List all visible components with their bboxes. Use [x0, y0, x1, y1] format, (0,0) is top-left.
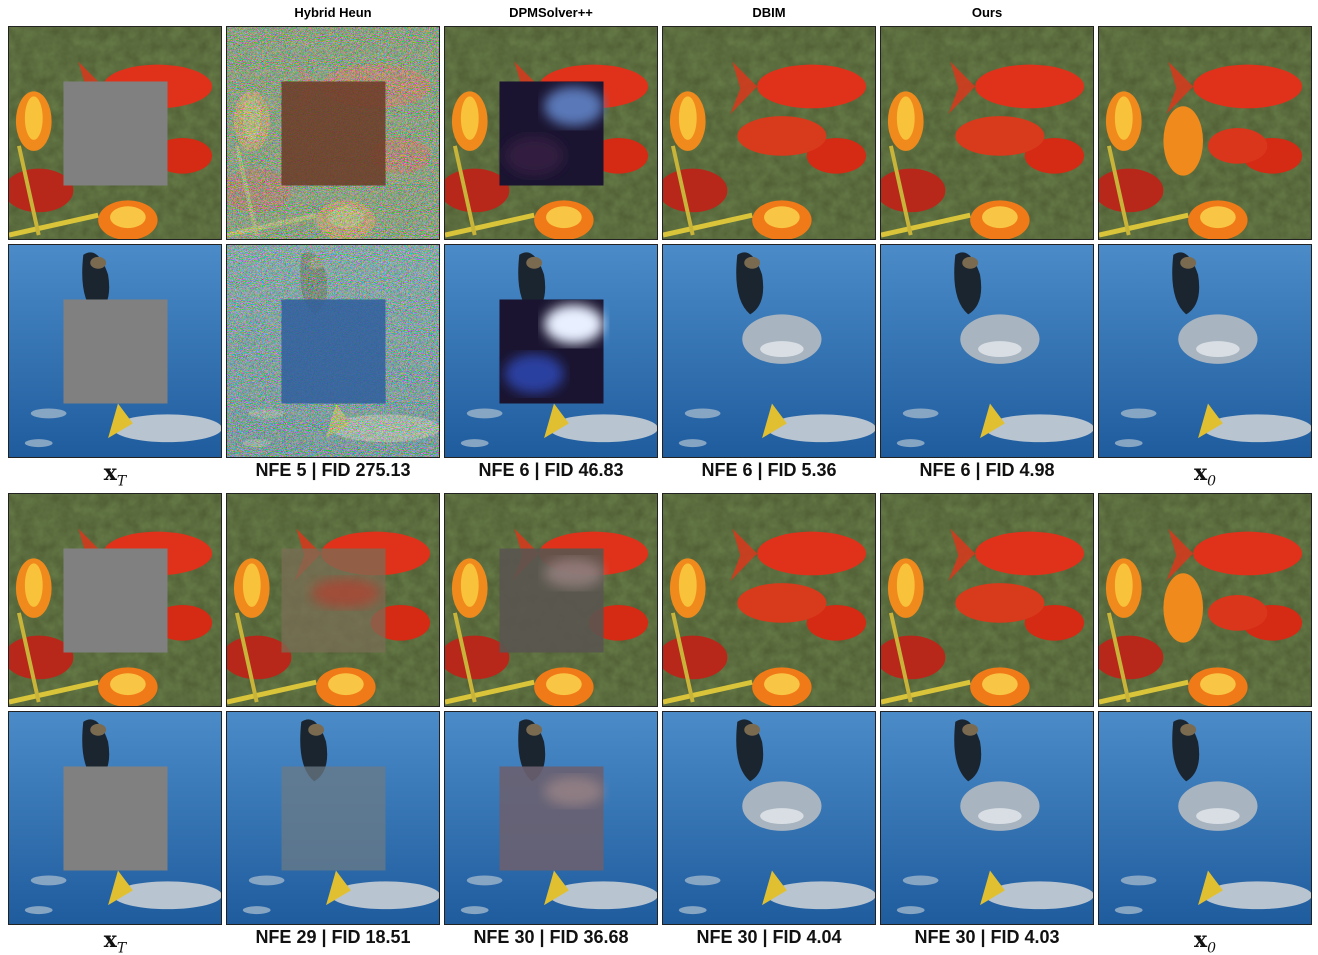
image-detail — [504, 354, 563, 394]
image-content — [1098, 27, 1311, 240]
image-tile — [8, 26, 222, 240]
image-tile — [226, 493, 440, 707]
image-tile — [880, 26, 1094, 240]
image-tile — [8, 244, 222, 458]
caption: NFE 30 | FID 4.03 — [880, 927, 1094, 948]
caption: NFE 5 | FID 275.13 — [226, 460, 440, 481]
image-detail — [281, 81, 385, 185]
image-tile — [880, 711, 1094, 925]
image-tile — [226, 244, 440, 458]
image-detail — [1208, 595, 1267, 631]
image-detail — [544, 558, 603, 588]
image-detail — [63, 299, 167, 403]
figure: Hybrid HeunDPMSolver++DBIMOursxTNFE 5 | … — [0, 0, 1318, 955]
caption: x0 — [1098, 460, 1312, 489]
math-symbol: x — [1194, 927, 1207, 953]
image-tile — [662, 26, 876, 240]
math-symbol: x — [1194, 460, 1207, 486]
image-detail — [955, 583, 1044, 623]
image-detail — [544, 304, 603, 344]
image-detail — [978, 341, 1022, 357]
caption: NFE 6 | FID 4.98 — [880, 460, 1094, 481]
image-tile — [444, 244, 658, 458]
math-subscript: 0 — [1207, 940, 1216, 955]
image-detail — [544, 86, 603, 126]
image-detail — [63, 81, 167, 185]
image-tile — [8, 711, 222, 925]
image-tile — [880, 493, 1094, 707]
math-symbol: x — [104, 460, 117, 486]
column-header: DPMSolver++ — [444, 5, 658, 20]
image-tile — [444, 711, 658, 925]
image-detail — [737, 116, 826, 156]
image-tile — [662, 711, 876, 925]
image-detail — [63, 766, 167, 870]
image-detail — [1208, 128, 1267, 164]
column-header: Ours — [880, 5, 1094, 20]
column-header: DBIM — [662, 5, 876, 20]
image-detail — [1163, 106, 1203, 175]
math-symbol: x — [104, 927, 117, 953]
caption: NFE 6 | FID 5.36 — [662, 460, 876, 481]
image-detail — [760, 341, 804, 357]
math-subscript: 0 — [1207, 473, 1216, 489]
image-detail — [281, 766, 385, 870]
image-detail — [504, 136, 563, 176]
image-tile — [1098, 711, 1312, 925]
image-detail — [737, 583, 826, 623]
caption: xT — [8, 927, 222, 955]
caption: NFE 6 | FID 46.83 — [444, 460, 658, 481]
image-detail — [1196, 808, 1240, 824]
image-detail — [760, 808, 804, 824]
column-header: Hybrid Heun — [226, 5, 440, 20]
image-tile — [662, 493, 876, 707]
caption: NFE 30 | FID 36.68 — [444, 927, 658, 948]
caption: x0 — [1098, 927, 1312, 955]
image-tile — [1098, 26, 1312, 240]
image-detail — [311, 578, 380, 608]
image-tile — [444, 26, 658, 240]
image-tile — [226, 711, 440, 925]
image-detail — [63, 548, 167, 652]
image-detail — [955, 116, 1044, 156]
image-tile — [1098, 493, 1312, 707]
math-subscript: T — [117, 473, 126, 489]
image-tile — [880, 244, 1094, 458]
caption: xT — [8, 460, 222, 489]
image-detail — [1163, 573, 1203, 642]
math-subscript: T — [117, 940, 126, 955]
image-tile — [8, 493, 222, 707]
caption: NFE 30 | FID 4.04 — [662, 927, 876, 948]
image-tile — [444, 493, 658, 707]
image-detail — [1196, 341, 1240, 357]
image-detail — [281, 299, 385, 403]
image-detail — [978, 808, 1022, 824]
image-detail — [544, 776, 603, 806]
image-tile — [226, 26, 440, 240]
image-content — [1098, 494, 1311, 707]
image-tile — [662, 244, 876, 458]
image-tile — [1098, 244, 1312, 458]
caption: NFE 29 | FID 18.51 — [226, 927, 440, 948]
